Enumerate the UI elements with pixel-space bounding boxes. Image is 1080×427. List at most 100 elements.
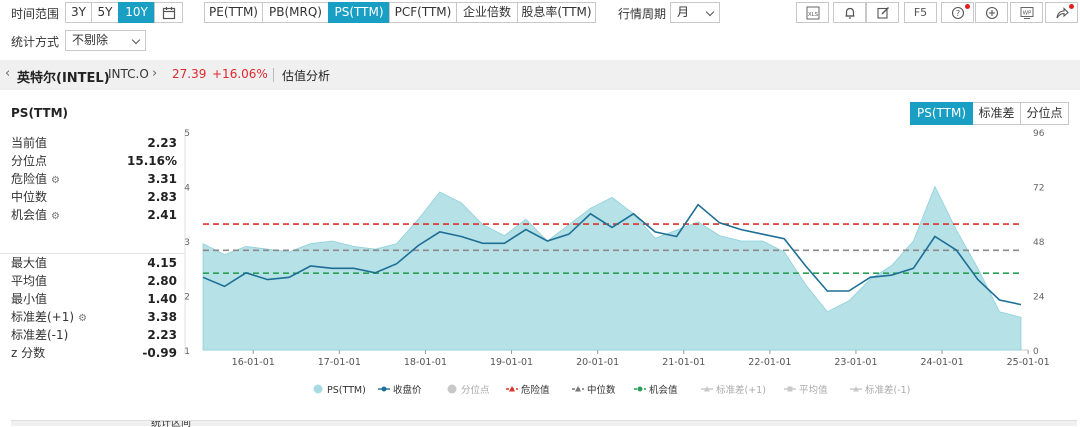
wp-icon: WP [1020, 7, 1033, 19]
xls-icon-text: XLS [807, 12, 818, 18]
stat-value: 4.15 [147, 256, 177, 270]
svg-text:?: ? [955, 9, 959, 18]
stock-price: 27.39 [172, 67, 207, 81]
legend-label: PS(TTM) [327, 385, 366, 396]
edit-icon [876, 7, 889, 19]
stat-row-danger: 危险值 ⚙ 3.31 [0, 170, 185, 188]
chevron-left-icon[interactable]: ‹ [5, 66, 11, 81]
legend-label: 平均值 [799, 384, 828, 396]
x-tick-label: 25-01-01 [1007, 357, 1050, 368]
stat-label: z 分数 [11, 346, 46, 360]
plus-circle-icon [985, 6, 998, 20]
valuation-panel: PS(TTM) PS(TTM) 标准差 分位点 当前值 2.23 分位点 15.16… [0, 92, 1080, 427]
metric-pe-ttm-button[interactable]: PE(TTM) [204, 2, 263, 23]
metric-pcf-ttm-button[interactable]: PCF(TTM) [389, 2, 457, 23]
y-right-tick-label: 24 [1033, 293, 1045, 303]
x-tick-label: 18-01-01 [404, 357, 447, 368]
wp-icon-text: WP [1022, 11, 1031, 17]
stats-group-secondary: 最大值 4.15 平均值 2.80 最小值 1.40 标准差(+1) ⚙ 3.38 标准差… [0, 254, 185, 362]
add-button[interactable] [975, 2, 1008, 23]
gear-icon[interactable]: ⚙ [51, 175, 60, 186]
view-tabs: PS(TTM) 标准差 分位点 [910, 102, 1069, 125]
legend-marker [381, 386, 387, 392]
stat-label: 危险值 [11, 172, 48, 186]
valuation-chart[interactable]: 1 2 3 4 5 0 24 48 72 96 16-01-01 17-01-01 18-01-01 19… [0, 92, 1080, 426]
gear-icon[interactable]: ⚙ [78, 313, 88, 324]
y-right-tick-label: 48 [1033, 238, 1045, 248]
legend-label: 机会值 [649, 384, 678, 396]
bottom-table-header: 统计区间 [11, 420, 1077, 427]
export-wp-button[interactable]: WP [1010, 2, 1043, 23]
stat-value: 3.31 [147, 172, 177, 186]
stock-name[interactable]: 英特尔(INTEL) [17, 71, 110, 86]
tab-percentile[interactable]: 分位点 [1021, 102, 1069, 125]
chevron-right-icon[interactable]: › [152, 66, 158, 81]
stat-label: 平均值 [11, 274, 48, 288]
tab-ps-ttm[interactable]: PS(TTM) [910, 102, 973, 125]
f5-icon: F5 [913, 6, 928, 19]
stat-row-percentile: 分位点 15.16% [0, 152, 185, 170]
stat-label: 中位数 [11, 190, 48, 204]
cycle-select[interactable]: 月 [670, 2, 720, 23]
y-left-tick-label: 5 [184, 129, 190, 139]
f5-refresh-button[interactable]: F5 [904, 2, 937, 23]
notification-dot [965, 4, 970, 9]
bottom-table-label: 统计区间 [151, 421, 191, 427]
close-price-line [202, 203, 1022, 306]
divider [0, 253, 185, 254]
calendar-button[interactable] [154, 2, 183, 23]
metric-dividend-yield-button[interactable]: 股息率(TTM) [517, 2, 596, 23]
y-left-tick-label: 2 [184, 293, 190, 303]
tab-std-dev[interactable]: 标准差 [973, 102, 1021, 125]
range-10y-button[interactable]: 10Y [118, 2, 155, 23]
x-tick-label: 21-01-01 [662, 357, 705, 368]
x-tick-label: 20-01-01 [576, 357, 619, 368]
edit-button[interactable] [866, 2, 899, 23]
chevron-down-icon [131, 35, 141, 45]
chevron-down-icon [705, 7, 715, 17]
panel-title: PS(TTM) [11, 106, 68, 120]
y-right-tick-label: 0 [1033, 347, 1039, 357]
metric-pb-mrq-button[interactable]: PB(MRQ) [262, 2, 329, 23]
metric-ps-ttm-button[interactable]: PS(TTM) [328, 2, 390, 23]
stat-method-value: 不剔除 [72, 33, 109, 47]
metric-ev-multiple-button[interactable]: 企业倍数 [456, 2, 518, 23]
export-xls-button[interactable]: XLS [796, 2, 829, 23]
share-button[interactable] [1045, 2, 1078, 23]
stat-value: 15.16% [127, 154, 177, 168]
stock-header: ‹ 英特尔(INTEL) INTC.O › 27.39 +16.06% 估值分析 [0, 60, 1080, 90]
help-button[interactable]: ? [941, 2, 974, 23]
stat-row-opportunity: 机会值 ⚙ 2.41 [0, 206, 185, 224]
legend-marker [787, 386, 793, 392]
stock-code: INTC.O [108, 67, 149, 81]
stat-row-std-plus: 标准差(+1) ⚙ 3.38 [0, 308, 185, 326]
legend-label: 收盘价 [393, 384, 422, 396]
stat-row-std-minus: 标准差(-1) 2.23 [0, 326, 185, 344]
legend-label: 中位数 [587, 384, 616, 396]
stat-label: 分位点 [11, 154, 48, 168]
help-icon: ? [951, 6, 964, 20]
stat-row-median: 中位数 2.83 [0, 188, 185, 206]
xls-icon: XLS [806, 6, 819, 20]
stat-row-max: 最大值 4.15 [0, 254, 185, 272]
gear-icon[interactable]: ⚙ [51, 211, 60, 222]
x-tick-label: 22-01-01 [748, 357, 791, 368]
range-5y-button[interactable]: 5Y [91, 2, 119, 23]
stat-label: 当前值 [11, 136, 48, 150]
stat-method-select[interactable]: 不剔除 [65, 30, 146, 51]
stat-row-z-score: z 分数 -0.99 [0, 344, 185, 362]
stat-value: -0.99 [142, 346, 177, 360]
stat-row-mean: 平均值 2.80 [0, 272, 185, 290]
y-left-tick-label: 4 [184, 184, 190, 194]
cycle-label: 行情周期 [618, 7, 667, 21]
legend-label: 标准差(-1) [865, 384, 910, 396]
stat-label: 标准差(-1) [11, 328, 69, 342]
legend-label: 危险值 [521, 384, 550, 396]
legend-marker [509, 386, 515, 392]
stat-value: 2.23 [147, 328, 177, 342]
stat-label: 机会值 [11, 208, 48, 222]
range-3y-button[interactable]: 3Y [65, 2, 92, 23]
y-left-tick-label: 3 [184, 238, 190, 248]
alert-button[interactable] [833, 2, 866, 23]
x-tick-label: 23-01-01 [834, 357, 877, 368]
